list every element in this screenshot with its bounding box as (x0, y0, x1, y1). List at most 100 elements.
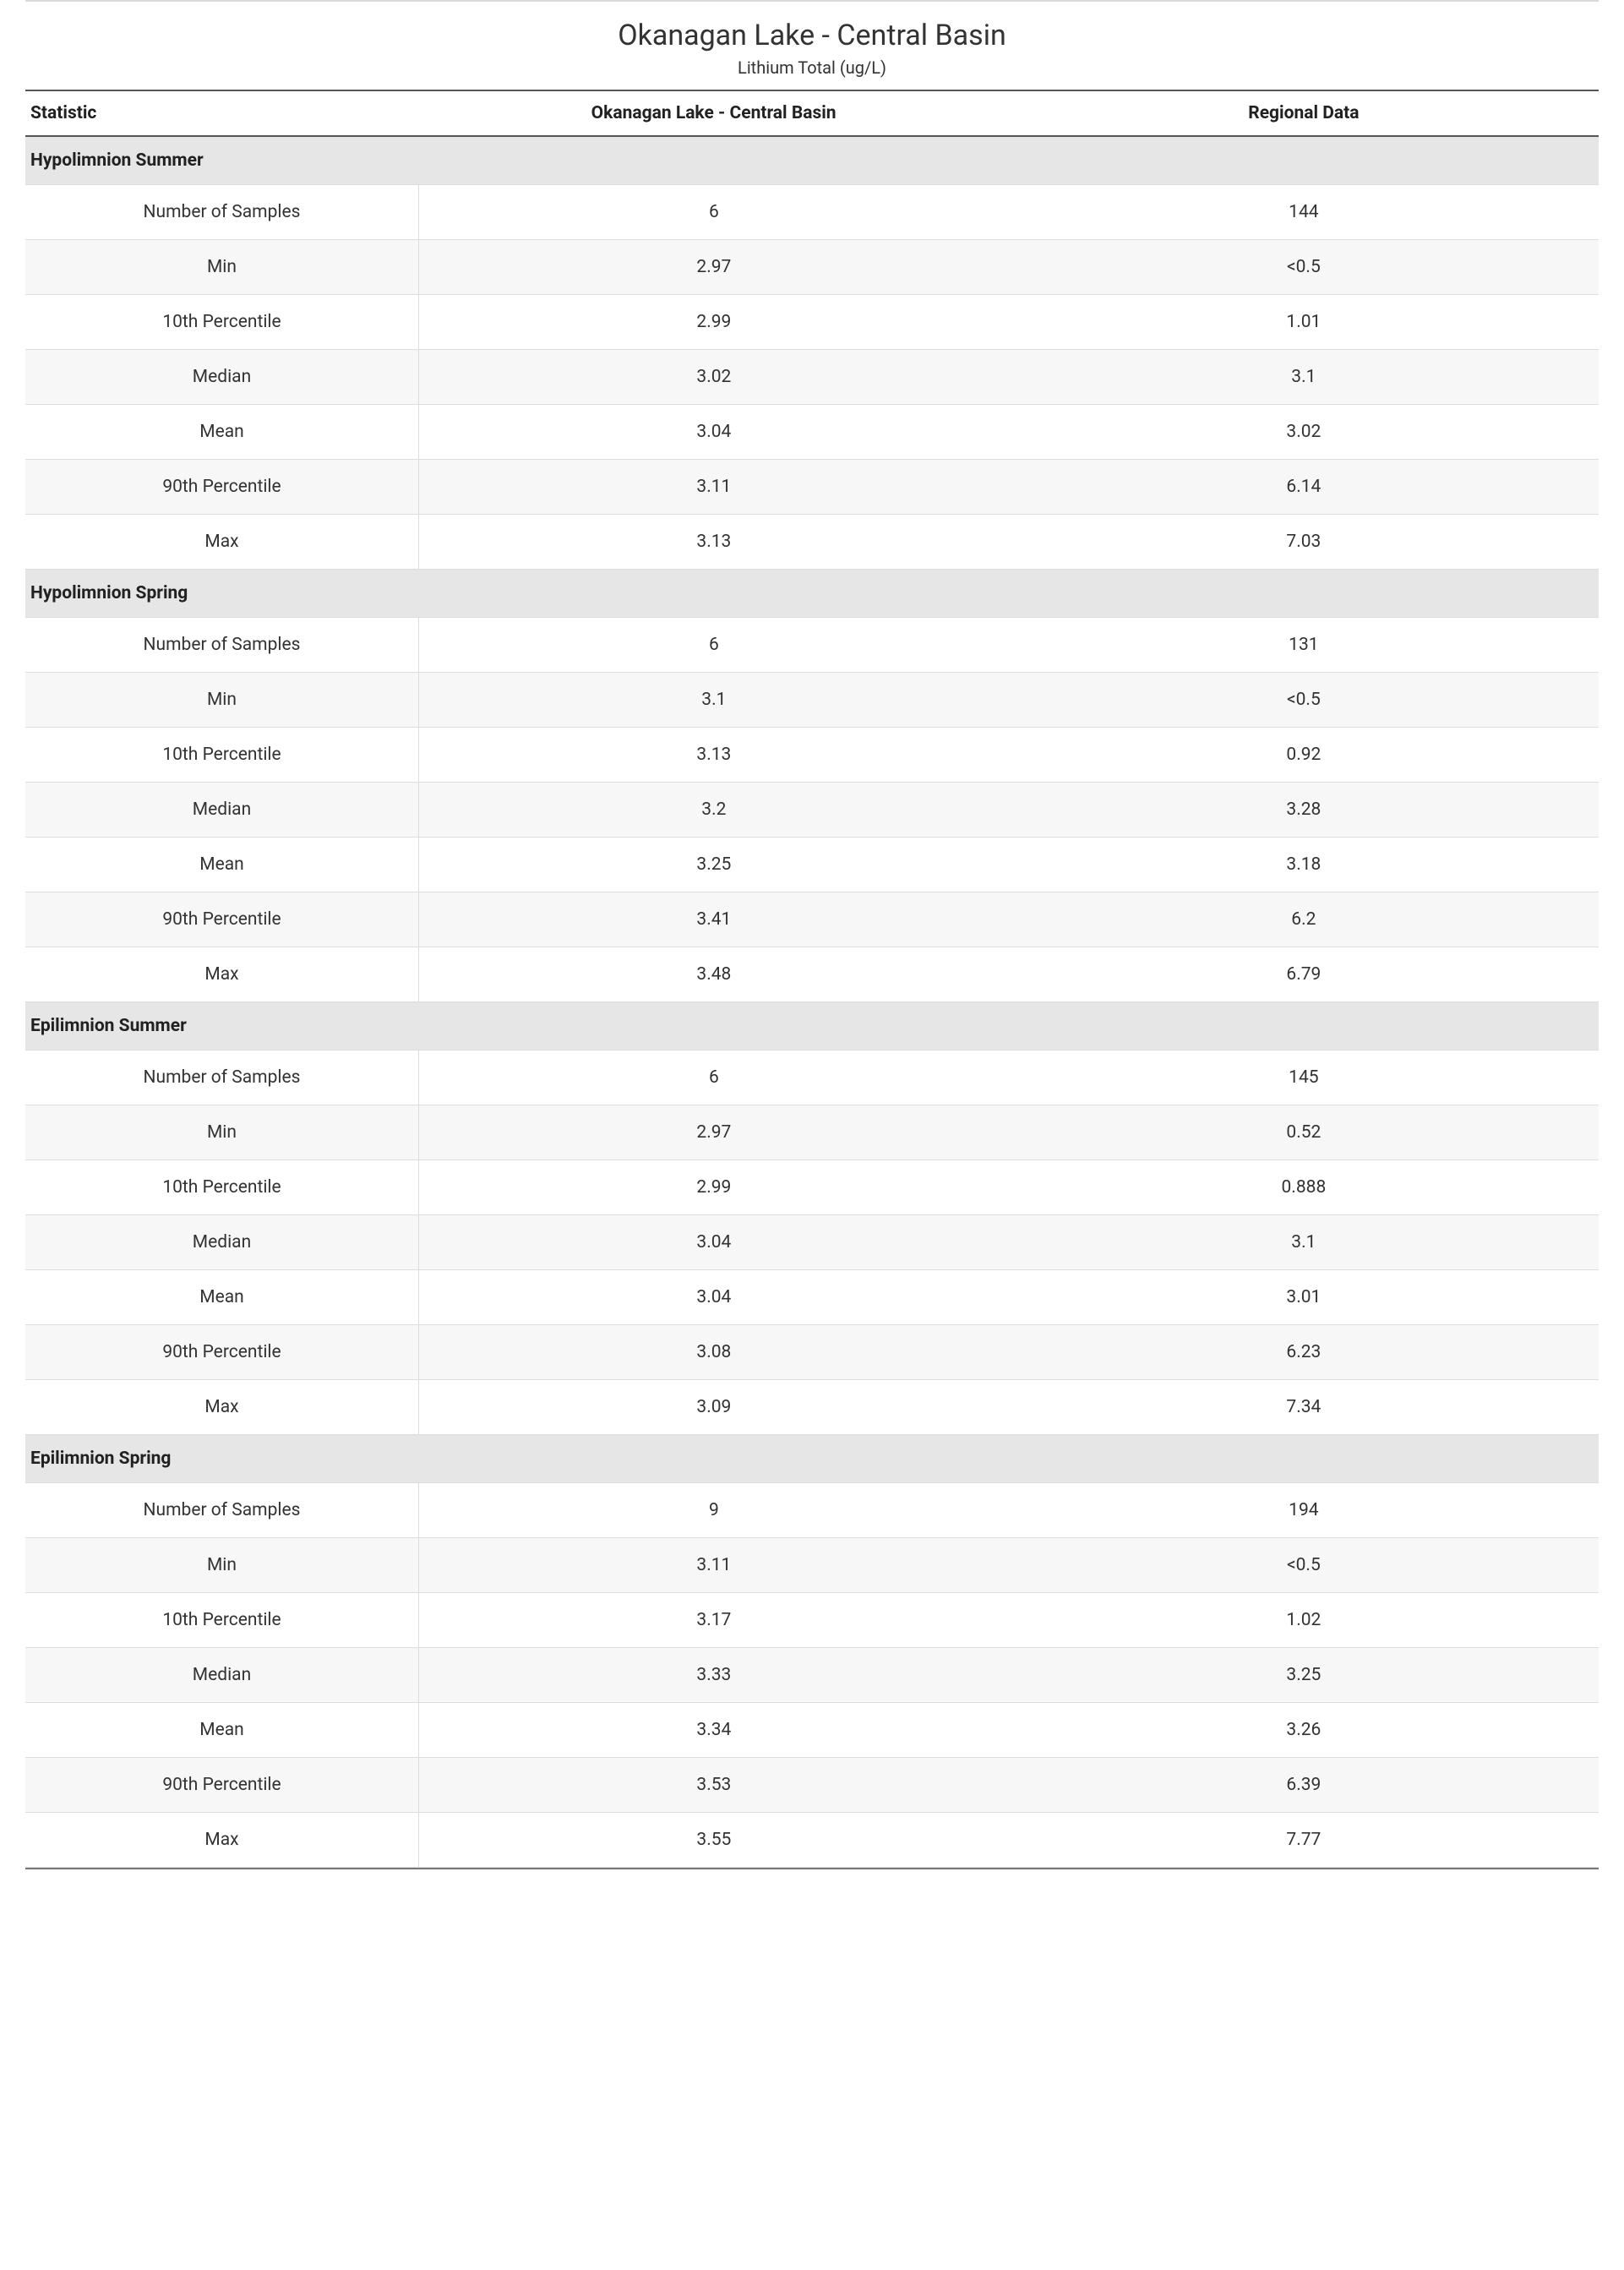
table-row: 90th Percentile3.116.14 (25, 460, 1599, 515)
table-row: 10th Percentile2.990.888 (25, 1160, 1599, 1215)
table-row: Max3.097.34 (25, 1380, 1599, 1435)
cell-regional: 6.39 (1009, 1758, 1599, 1813)
cell-regional: 6.14 (1009, 460, 1599, 515)
table-row: Max3.557.77 (25, 1813, 1599, 1868)
cell-statistic: Number of Samples (25, 185, 419, 240)
cell-regional: <0.5 (1009, 1538, 1599, 1593)
cell-site: 3.08 (419, 1325, 1009, 1380)
cell-site: 3.04 (419, 1270, 1009, 1325)
table-row: Median3.043.1 (25, 1215, 1599, 1270)
cell-site: 3.25 (419, 838, 1009, 892)
cell-regional: 3.25 (1009, 1648, 1599, 1703)
table-row: Min2.970.52 (25, 1105, 1599, 1160)
statistics-table: Statistic Okanagan Lake - Central Basin … (25, 90, 1599, 1868)
cell-site: 2.99 (419, 1160, 1009, 1215)
table-row: Number of Samples6144 (25, 185, 1599, 240)
cell-statistic: Mean (25, 1270, 419, 1325)
table-row: Max3.137.03 (25, 515, 1599, 570)
cell-regional: 7.77 (1009, 1813, 1599, 1868)
cell-regional: 6.23 (1009, 1325, 1599, 1380)
cell-statistic: 90th Percentile (25, 1758, 419, 1813)
cell-site: 3.02 (419, 350, 1009, 405)
cell-site: 3.17 (419, 1593, 1009, 1648)
cell-regional: 145 (1009, 1050, 1599, 1105)
report-container: Okanagan Lake - Central Basin Lithium To… (0, 0, 1624, 1869)
top-rule (25, 0, 1599, 2)
cell-regional: 194 (1009, 1483, 1599, 1538)
cell-regional: 144 (1009, 185, 1599, 240)
cell-statistic: 90th Percentile (25, 1325, 419, 1380)
cell-statistic: Median (25, 1648, 419, 1703)
cell-statistic: Min (25, 1538, 419, 1593)
section-header-label: Hypolimnion Spring (25, 570, 1599, 618)
cell-regional: 3.02 (1009, 405, 1599, 460)
cell-site: 6 (419, 185, 1009, 240)
cell-site: 3.34 (419, 1703, 1009, 1758)
cell-regional: 6.2 (1009, 892, 1599, 947)
table-row: 10th Percentile2.991.01 (25, 295, 1599, 350)
cell-site: 3.53 (419, 1758, 1009, 1813)
table-row: Min3.1<0.5 (25, 673, 1599, 728)
cell-statistic: Min (25, 240, 419, 295)
table-row: Number of Samples6145 (25, 1050, 1599, 1105)
cell-site: 9 (419, 1483, 1009, 1538)
cell-statistic: Median (25, 783, 419, 838)
cell-statistic: 10th Percentile (25, 728, 419, 783)
cell-statistic: 90th Percentile (25, 460, 419, 515)
cell-statistic: 10th Percentile (25, 1593, 419, 1648)
cell-site: 3.11 (419, 460, 1009, 515)
table-row: Min3.11<0.5 (25, 1538, 1599, 1593)
cell-statistic: 10th Percentile (25, 1160, 419, 1215)
cell-site: 2.97 (419, 240, 1009, 295)
section-header-label: Hypolimnion Summer (25, 136, 1599, 185)
cell-regional: 1.01 (1009, 295, 1599, 350)
cell-site: 6 (419, 618, 1009, 673)
page-subtitle: Lithium Total (ug/L) (25, 57, 1599, 78)
cell-statistic: Mean (25, 838, 419, 892)
cell-statistic: Number of Samples (25, 1483, 419, 1538)
table-body: Hypolimnion SummerNumber of Samples6144M… (25, 136, 1599, 1868)
col-regional: Regional Data (1009, 90, 1599, 136)
cell-statistic: Max (25, 1813, 419, 1868)
cell-site: 3.13 (419, 728, 1009, 783)
cell-site: 3.55 (419, 1813, 1009, 1868)
cell-site: 3.2 (419, 783, 1009, 838)
col-statistic: Statistic (25, 90, 419, 136)
cell-site: 3.1 (419, 673, 1009, 728)
bottom-rule (25, 1868, 1599, 1869)
col-site: Okanagan Lake - Central Basin (419, 90, 1009, 136)
table-row: 90th Percentile3.416.2 (25, 892, 1599, 947)
table-row: Min2.97<0.5 (25, 240, 1599, 295)
cell-regional: 7.03 (1009, 515, 1599, 570)
cell-site: 3.13 (419, 515, 1009, 570)
cell-statistic: Number of Samples (25, 618, 419, 673)
cell-site: 3.11 (419, 1538, 1009, 1593)
cell-regional: 131 (1009, 618, 1599, 673)
table-row: Mean3.043.01 (25, 1270, 1599, 1325)
page-title: Okanagan Lake - Central Basin (25, 19, 1599, 52)
cell-regional: <0.5 (1009, 673, 1599, 728)
section-header-label: Epilimnion Summer (25, 1002, 1599, 1050)
cell-site: 3.48 (419, 947, 1009, 1002)
cell-site: 3.09 (419, 1380, 1009, 1435)
cell-regional: 3.26 (1009, 1703, 1599, 1758)
section-header-label: Epilimnion Spring (25, 1435, 1599, 1483)
table-row: Median3.23.28 (25, 783, 1599, 838)
cell-site: 3.33 (419, 1648, 1009, 1703)
cell-site: 3.41 (419, 892, 1009, 947)
cell-statistic: Min (25, 673, 419, 728)
cell-regional: 3.1 (1009, 1215, 1599, 1270)
cell-regional: 3.01 (1009, 1270, 1599, 1325)
cell-statistic: Mean (25, 1703, 419, 1758)
cell-site: 2.97 (419, 1105, 1009, 1160)
table-row: Median3.023.1 (25, 350, 1599, 405)
cell-site: 2.99 (419, 295, 1009, 350)
section-header: Hypolimnion Spring (25, 570, 1599, 618)
cell-statistic: Max (25, 1380, 419, 1435)
cell-regional: <0.5 (1009, 240, 1599, 295)
cell-regional: 0.92 (1009, 728, 1599, 783)
cell-regional: 0.888 (1009, 1160, 1599, 1215)
cell-statistic: Mean (25, 405, 419, 460)
section-header: Epilimnion Summer (25, 1002, 1599, 1050)
cell-statistic: Max (25, 947, 419, 1002)
